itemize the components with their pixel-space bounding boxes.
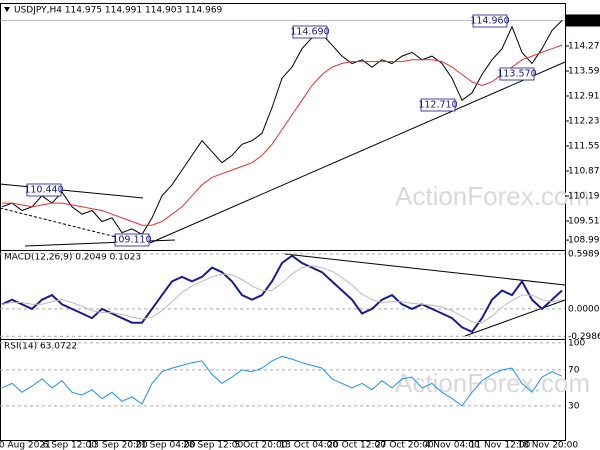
- series-line: [1, 20, 563, 236]
- x-tick-label: 18 Nov 20:00: [517, 441, 578, 450]
- x-tick-label: 30 Aug 2021: [0, 441, 51, 450]
- price-title: USDJPY,H4 114.975 114.991 114.903 114.96…: [14, 6, 223, 16]
- price-annotation: 114.960: [470, 16, 509, 27]
- y-tick-label: 112.915: [568, 91, 600, 101]
- collapse-icon: [4, 7, 10, 12]
- x-tick-label: 13 Oct 04:00: [279, 441, 338, 450]
- y-tick-label: 30: [568, 401, 580, 411]
- y-tick-label: 110.195: [568, 191, 600, 201]
- y-tick-label: 0.0000: [568, 304, 600, 314]
- price-annotation: 113.570: [497, 69, 536, 80]
- y-tick-label: 114.969: [568, 16, 600, 26]
- y-tick-label: 109.515: [568, 216, 600, 226]
- x-tick-label: 20 Oct 12:00: [327, 441, 386, 450]
- price-annotation-box: [26, 183, 62, 197]
- price-annotation: 114.690: [290, 27, 329, 38]
- y-tick-label: 100: [568, 338, 585, 348]
- x-tick-label: 11 Nov 12:00: [470, 441, 531, 450]
- y-tick-label: 111.555: [568, 141, 600, 151]
- x-tick-label: 21 Sep 04:00: [135, 441, 195, 450]
- y-tick-label: -0.2986: [568, 332, 600, 342]
- series-line: [2, 44, 563, 226]
- price-annotation-box: [114, 233, 150, 247]
- y-tick-label: 108.995: [568, 236, 600, 246]
- y-tick-label: 113.595: [568, 66, 600, 76]
- series-line: [1, 265, 563, 324]
- price-annotation: 109.110: [112, 235, 151, 246]
- x-tick-label: 5 Oct 20:00: [235, 441, 288, 450]
- x-tick-label: 13 Sep 20:00: [88, 441, 148, 450]
- price-annotation: 112.710: [418, 100, 457, 111]
- price-annotation-box: [420, 98, 456, 112]
- rsi-title: RSI(14) 63.0722: [4, 342, 77, 352]
- x-tick-label: 6 Sep 12:00: [43, 441, 98, 450]
- series-line: [1, 254, 563, 334]
- price-annotation-box: [499, 67, 535, 81]
- series-line: [1, 355, 563, 407]
- price-annotation: 110.440: [24, 185, 63, 196]
- price-annotation-box: [292, 25, 328, 39]
- rsi-panel: [0, 339, 566, 441]
- y-tick-label: 0.5989: [568, 249, 600, 259]
- y-tick-label: 110.875: [568, 166, 600, 176]
- watermark: ActionForex.com: [395, 181, 590, 211]
- x-tick-label: 27 Oct 20:00: [375, 441, 434, 450]
- y-tick-label: 112.235: [568, 116, 600, 126]
- macd-panel: [0, 250, 566, 340]
- x-tick-label: 28 Sep 12:00: [183, 441, 243, 450]
- price-annotation-box: [472, 14, 508, 28]
- y-tick-label: 114.275: [568, 41, 600, 51]
- trend-lines: [0, 61, 566, 337]
- watermark: ActionForex.com: [395, 368, 590, 398]
- y-tick-label: 70: [568, 365, 580, 375]
- x-tick-label: 4 Nov 04:00: [425, 441, 480, 450]
- macd-title: MACD(12,26,9) 0.2049 0.1023: [4, 253, 141, 263]
- last-price-box: [566, 14, 600, 27]
